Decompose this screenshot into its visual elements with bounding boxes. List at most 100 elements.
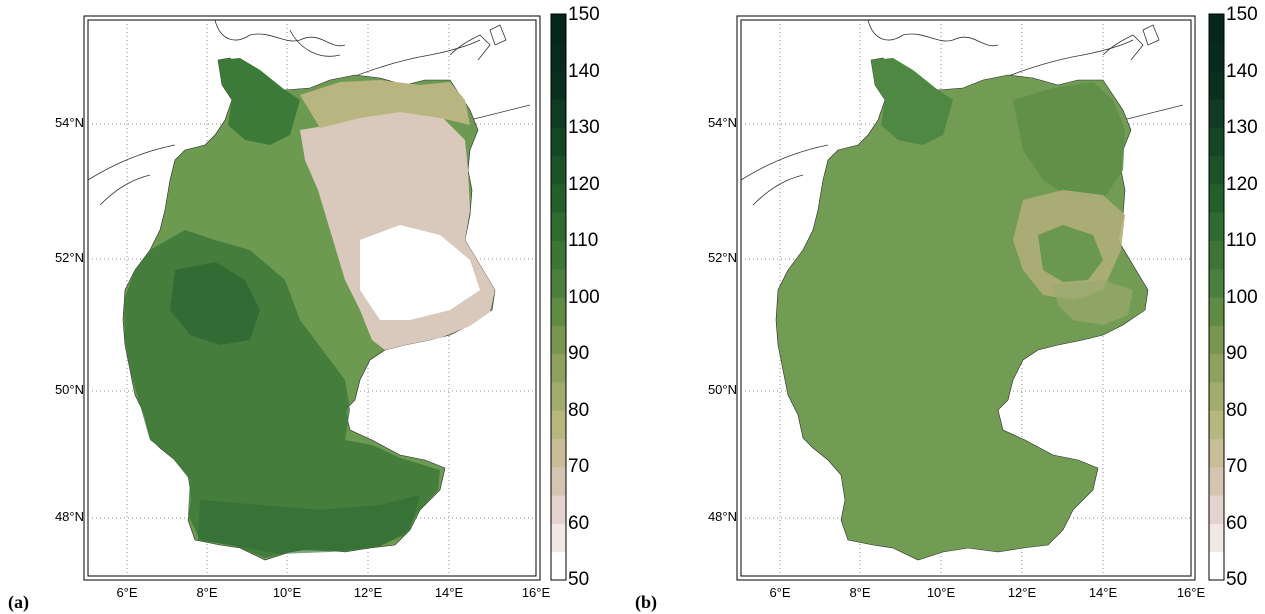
colorbar-b-steps: [1209, 14, 1224, 581]
cb-tick-80: 80: [568, 400, 590, 421]
colorbar-step: [1209, 240, 1224, 270]
colorbar-step: [551, 353, 566, 383]
colorbar-step: [551, 495, 566, 524]
lat-tick-50: 50°N: [707, 382, 737, 397]
panel-label-b: (b): [635, 592, 657, 612]
colorbar-step: [1209, 410, 1224, 439]
colorbar-step: [1209, 325, 1224, 355]
cb-tick-140: 140: [1226, 61, 1258, 82]
colorbar-step: [551, 14, 566, 43]
cb-tick-50: 50: [568, 569, 590, 590]
colorbar-step: [1209, 268, 1224, 298]
map-panel-a: 54°N 52°N 50°N 48°N 6°E 8°E 10°E 12°E 14…: [0, 0, 632, 614]
panel-label-a: (a): [8, 592, 29, 612]
lat-tick-54: 54°N: [707, 115, 737, 130]
lon-tick-8: 8°E: [196, 585, 218, 600]
colorbar-step: [551, 325, 566, 355]
lon-tick-12: 12°E: [1007, 585, 1037, 600]
colorbar-step: [551, 268, 566, 298]
map-a-graphic: [83, 15, 541, 581]
region-a-north-dark: [218, 58, 300, 145]
cb-tick-90: 90: [1226, 343, 1248, 364]
colorbar-step: [551, 70, 566, 100]
cb-tick-80: 80: [1226, 400, 1248, 421]
colorbar-step: [551, 183, 566, 213]
lon-tick-14: 14°E: [1088, 585, 1118, 600]
colorbar-step: [551, 240, 566, 270]
colorbar-step: [1209, 14, 1224, 43]
colorbar-step: [1209, 523, 1224, 553]
colorbar-step: [551, 410, 566, 439]
lon-tick-6: 6°E: [769, 585, 791, 600]
colorbar-step: [551, 127, 566, 156]
colorbar-step: [1209, 155, 1224, 185]
colorbar-b-border: [1208, 13, 1225, 581]
cb-tick-60: 60: [568, 513, 590, 534]
cb-tick-90: 90: [568, 343, 590, 364]
region-a-east-white: [360, 225, 480, 320]
colorbar-step: [551, 438, 566, 468]
map-b-inner-frame: [740, 19, 1192, 577]
colorbar-step: [551, 551, 566, 581]
map-b-coastlines: [740, 19, 1184, 206]
cb-tick-140: 140: [568, 61, 600, 82]
lon-tick-8: 8°E: [849, 585, 871, 600]
lat-tick-48: 48°N: [707, 509, 737, 524]
lat-tick-54: 54°N: [54, 115, 84, 130]
colorbar-b: [1208, 13, 1225, 581]
cb-tick-150: 150: [1226, 4, 1258, 25]
cb-tick-150: 150: [568, 4, 600, 25]
colorbar-step: [1209, 353, 1224, 383]
region-a-core-darkest: [170, 262, 260, 345]
colorbar-step: [1209, 212, 1224, 241]
lon-tick-10: 10°E: [272, 585, 302, 600]
cb-tick-110: 110: [1226, 230, 1257, 251]
colorbar-step: [1209, 183, 1224, 213]
colorbar-a-steps: [551, 14, 566, 581]
colorbar-step: [551, 297, 566, 326]
colorbar-step: [1209, 551, 1224, 581]
lon-tick-6: 6°E: [116, 585, 138, 600]
lat-tick-48: 48°N: [54, 509, 84, 524]
cb-tick-60: 60: [1226, 513, 1248, 534]
region-a-north-tan: [300, 80, 470, 128]
colorbar-step: [551, 523, 566, 553]
lon-tick-10: 10°E: [926, 585, 956, 600]
colorbar-step: [1209, 70, 1224, 100]
lon-tick-12: 12°E: [353, 585, 383, 600]
map-b-graphic: [736, 15, 1196, 581]
colorbar-step: [1209, 438, 1224, 468]
colorbar-step: [1209, 381, 1224, 411]
cb-tick-120: 120: [1226, 174, 1258, 195]
colorbar-step: [551, 155, 566, 185]
region-b-north-dark: [871, 58, 953, 145]
cb-tick-100: 100: [568, 287, 600, 308]
cb-tick-70: 70: [1226, 456, 1248, 477]
region-b-east-pale: [1053, 280, 1133, 325]
colorbar-step: [551, 42, 566, 72]
colorbar-step: [551, 212, 566, 241]
map-panel-b: 54°N 52°N 50°N 48°N 6°E 8°E 10°E 12°E 14…: [633, 0, 1265, 614]
map-a-inner-frame: [87, 19, 537, 577]
colorbar-step: [1209, 98, 1224, 128]
colorbar-step: [1209, 495, 1224, 524]
colorbar-step: [551, 98, 566, 128]
colorbar-step: [1209, 297, 1224, 326]
cb-tick-120: 120: [568, 174, 600, 195]
colorbar-step: [551, 466, 566, 496]
colorbar-a-border: [550, 13, 567, 581]
cb-tick-130: 130: [568, 117, 600, 138]
cb-tick-110: 110: [568, 230, 599, 251]
region-a-alps: [198, 495, 420, 554]
lon-tick-16: 16°E: [1176, 585, 1206, 600]
lat-tick-52: 52°N: [707, 250, 737, 265]
colorbar-step: [1209, 466, 1224, 496]
region-b-east-patch: [1038, 225, 1103, 282]
colorbar-step: [1209, 42, 1224, 72]
lat-tick-50: 50°N: [54, 382, 84, 397]
cb-tick-100: 100: [1226, 287, 1258, 308]
region-b-northeast: [1013, 82, 1125, 200]
colorbar-a: [550, 13, 567, 581]
lat-tick-52: 52°N: [54, 250, 84, 265]
colorbar-step: [1209, 127, 1224, 156]
